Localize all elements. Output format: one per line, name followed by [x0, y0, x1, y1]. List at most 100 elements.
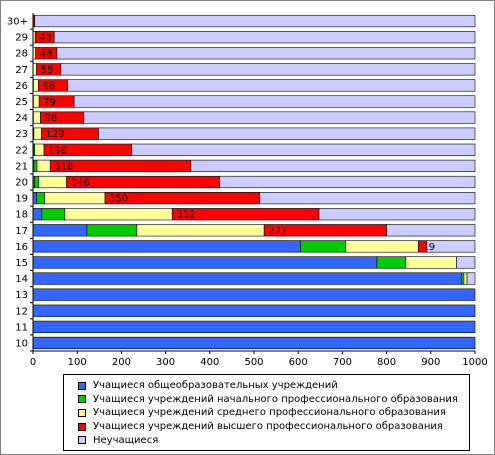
- bar-segment-15-series-3: [405, 256, 457, 269]
- stacked-bar-chart: 10 11 12 13 14 15 16 17 18 19 20 21 22 23 24 25 26 27 28 29…: [7, 13, 488, 368]
- x-tick-label: 900: [421, 357, 440, 368]
- bar-segment-14-series-5: [466, 272, 476, 285]
- data-label: 19: [422, 242, 435, 253]
- x-tick-label: 500: [244, 357, 263, 368]
- y-tick-label: 23: [15, 129, 28, 140]
- y-tick-label: 11: [15, 322, 28, 333]
- bar-segment-16-series-3: [345, 240, 419, 253]
- bar-segment-20-series-3: [38, 175, 67, 189]
- bar-segment-15-series-1: [32, 256, 378, 269]
- bar-segment-17-series-3: [136, 224, 265, 237]
- legend-label: Учащиеся учреждений начального профессио…: [93, 393, 458, 405]
- bar-segment-17-series-2: [86, 224, 138, 237]
- legend-label: Учащиеся учреждений высшего профессионал…: [93, 421, 443, 433]
- bar-segment-19-series-5: [259, 192, 476, 205]
- y-tick-label: 17: [15, 226, 28, 237]
- bar-segment-24-series-5: [83, 111, 476, 124]
- bar-segment-21-series-2: [33, 159, 38, 173]
- y-tick-label: 25: [15, 97, 28, 108]
- y-tick-label: 12: [15, 306, 28, 317]
- legend-item-5: Неучащиеся: [78, 433, 469, 447]
- bar-segment-21-series-3: [36, 159, 51, 173]
- y-tick-label: 19: [15, 194, 28, 205]
- bar-segment-21-series-5: [190, 159, 476, 173]
- bar-segment-15-series-5: [456, 256, 476, 269]
- legend-item-2: Учащиеся учреждений начального профессио…: [78, 393, 469, 407]
- x-tick-label: 0: [30, 357, 36, 368]
- bar-segment-19-series-4: [104, 192, 261, 205]
- y-tick-label: 18: [15, 210, 28, 221]
- data-label: 198: [48, 145, 67, 156]
- x-tick-label: 300: [156, 357, 175, 368]
- bar-segment-15-series-2: [376, 256, 406, 269]
- legend-swatch: [78, 408, 86, 417]
- x-tick-label: 400: [200, 357, 219, 368]
- bar-segment-16-series-1: [32, 240, 301, 253]
- bar-segment-27-series-5: [60, 63, 476, 76]
- data-label: 98: [45, 113, 58, 124]
- legend-item-4: Учащиеся учреждений высшего профессионал…: [78, 420, 469, 434]
- y-tick-label: 16: [15, 242, 28, 253]
- bar-segment-14-series-2: [461, 272, 465, 285]
- legend-swatch: [78, 422, 86, 431]
- data-label: 332: [176, 210, 195, 221]
- x-tick-label: 100: [68, 357, 87, 368]
- bar-segment-14-series-1: [32, 272, 463, 285]
- bar-segment-30+-series-5: [34, 14, 476, 28]
- bar-segment-26-series-5: [67, 79, 476, 92]
- data-label: 350: [109, 194, 128, 205]
- data-label: 79: [43, 97, 56, 108]
- x-tick-label: 1000: [462, 357, 487, 368]
- bar-segment-20-series-2: [34, 175, 40, 189]
- bar-segment-25-series-3: [33, 95, 40, 108]
- data-label: 129: [45, 129, 64, 140]
- y-tick-label: 22: [15, 145, 28, 156]
- y-tick-label: 15: [15, 258, 28, 269]
- data-label: 48: [40, 49, 53, 60]
- bar-segment-25-series-5: [73, 95, 476, 108]
- chart-legend: Учащиеся общеобразовательных учреждений У…: [63, 374, 470, 451]
- bar-segment-14-series-3: [463, 272, 468, 285]
- bar-segment-18-series-5: [318, 208, 476, 221]
- bar-segment-19-series-2: [36, 192, 45, 205]
- y-tick-label: 20: [15, 178, 28, 189]
- y-tick-label: 30+: [7, 17, 28, 28]
- bar-segment-19-series-1: [32, 192, 37, 205]
- bar-segment-12-series-1: [32, 304, 476, 317]
- bar-segment-26-series-3: [33, 79, 39, 92]
- bar-segment-17-series-1: [32, 224, 88, 237]
- bar-segment-23-series-5: [98, 127, 476, 140]
- bar-segment-23-series-3: [33, 127, 42, 140]
- x-tick-label: 800: [377, 357, 396, 368]
- data-label: 318: [54, 161, 73, 172]
- bar-segment-18-series-2: [41, 208, 66, 221]
- y-tick-label: 21: [15, 161, 28, 172]
- legend-item-1: Учащиеся общеобразовательных учреждений: [78, 379, 469, 393]
- bar-segment-17-series-5: [386, 224, 476, 237]
- bar-segment-20-series-5: [219, 175, 476, 189]
- bar-segment-24-series-3: [33, 111, 41, 124]
- legend-item-3: Учащиеся учреждений среднего профессиона…: [78, 406, 469, 420]
- legend-swatch: [78, 436, 86, 445]
- bar-segment-22-series-3: [34, 143, 45, 156]
- data-label: 55: [41, 65, 54, 76]
- bar-segment-16-series-5: [426, 240, 476, 253]
- bar-segment-16-series-2: [300, 240, 346, 253]
- bar-segment-19-series-3: [44, 192, 106, 205]
- x-tick-label: 700: [333, 357, 352, 368]
- bar-segment-27-series-3: [32, 63, 37, 76]
- bar-segment-18-series-1: [32, 208, 43, 221]
- legend-swatch: [78, 381, 86, 390]
- data-label: 277: [268, 226, 287, 237]
- legend-label: Неучащиеся: [93, 434, 159, 446]
- legend-swatch: [78, 395, 86, 404]
- y-tick-label: 26: [15, 81, 28, 92]
- legend-label: Учащиеся общеобразовательных учреждений: [93, 380, 338, 392]
- y-tick-label: 14: [15, 274, 28, 285]
- y-tick-label: 27: [15, 65, 28, 76]
- data-label: 346: [71, 178, 90, 189]
- bar-segment-18-series-3: [64, 208, 173, 221]
- y-tick-label: 28: [15, 49, 28, 60]
- x-tick-label: 600: [289, 357, 308, 368]
